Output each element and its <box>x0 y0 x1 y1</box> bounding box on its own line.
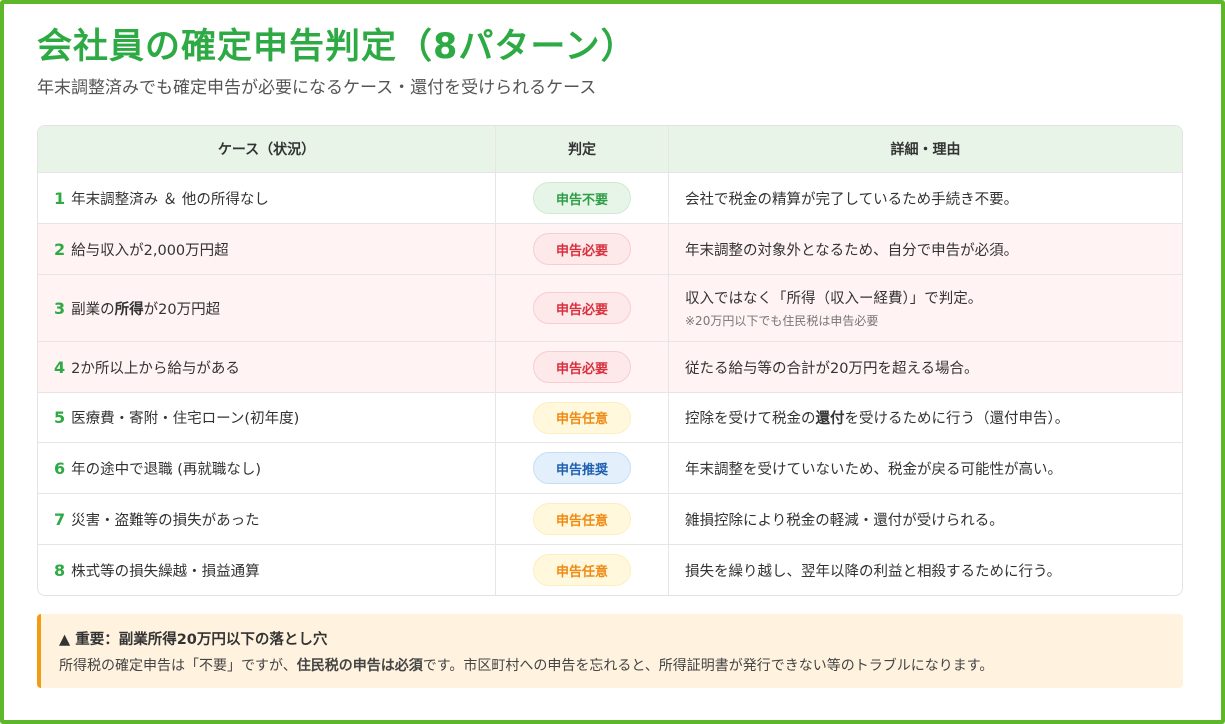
table-row: 5 医療費・寄附・住宅ローン(初年度) 申告任意 控除を受けて税金の還付を受けるた… <box>38 392 1182 442</box>
table-row: 1 年末調整済み ＆ 他の所得なし 申告不要 会社で税金の精算が完了しているため手… <box>38 172 1182 223</box>
detail-text: 収入ではなく「所得（収入ー経費）」で判定。 <box>685 291 983 307</box>
header-judgement: 判定 <box>496 126 669 172</box>
case-cell: 6 年の途中で退職 (再就職なし) <box>38 443 496 493</box>
page-subtitle: 年末調整済みでも確定申告が必要になるケース・還付を受けられるケース <box>37 78 597 98</box>
detail-cell: 雑損控除により税金の軽減・還付が受けられる。 <box>669 494 1182 544</box>
judgement-cell: 申告必要 <box>496 224 669 274</box>
warning-triangle-icon: ▲ <box>59 632 71 648</box>
header-detail: 詳細・理由 <box>890 142 961 158</box>
detail-text: 年末調整を受けていないため、税金が戻る可能性が高い。 <box>685 461 1062 478</box>
judgement-cell: 申告必要 <box>496 275 669 341</box>
case-cell: 4 2か所以上から給与がある <box>38 342 496 392</box>
warning-text: 所得税の確定申告は「不要」ですが、住民税の申告は必須です。市区町村への申告を忘れ… <box>59 658 994 674</box>
case-number: 5 <box>54 408 66 427</box>
judgement-cell: 申告任意 <box>496 545 669 595</box>
warning-title: ▲ 重要：副業所得20万円以下の落とし穴 <box>59 632 328 648</box>
status-badge: 申告不要 <box>533 182 631 214</box>
case-cell: 2 給与収入が2,000万円超 <box>38 224 496 274</box>
status-badge: 申告推奨 <box>533 452 631 484</box>
detail-cell: 会社で税金の精算が完了しているため手続き不要。 <box>669 173 1182 223</box>
status-badge: 申告任意 <box>533 503 631 535</box>
table-header: ケース（状況） 判定 詳細・理由 <box>38 126 1182 172</box>
status-badge: 申告任意 <box>533 401 631 434</box>
judgement-cell: 申告必要 <box>496 342 669 392</box>
case-number: 3 <box>54 298 66 318</box>
detail-cell: 年末調整の対象外となるため、自分で申告が必須。 <box>669 224 1182 274</box>
detail-text: 年末調整の対象外となるため、自分で申告が必須。 <box>685 242 1019 259</box>
table-row: 2 給与収入が2,000万円超 申告必要 年末調整の対象外となるため、自分で申告が… <box>38 223 1182 274</box>
case-cell: 8 株式等の損失繰越・損益通算 <box>38 545 496 595</box>
detail-cell: 従たる給与等の合計が20万円を超える場合。 <box>669 342 1182 392</box>
case-number: 2 <box>54 239 66 259</box>
case-cell: 1 年末調整済み ＆ 他の所得なし <box>38 173 496 223</box>
detail-text: 会社で税金の精算が完了しているため手続き不要。 <box>685 191 1019 208</box>
case-number: 6 <box>54 458 66 478</box>
status-badge: 申告必要 <box>533 292 631 324</box>
detail-cell: 損失を繰り越し、翌年以降の利益と相殺するために行う。 <box>669 545 1182 595</box>
table-row: 7 災害・盗難等の損失があった 申告任意 雑損控除により税金の軽減・還付が受けられ… <box>38 493 1182 544</box>
case-number: 7 <box>54 509 66 529</box>
status-badge: 申告必要 <box>533 233 631 265</box>
judgement-cell: 申告推奨 <box>496 443 669 493</box>
case-cell: 7 災害・盗難等の損失があった <box>38 494 496 544</box>
case-cell: 3 副業の 所得 が20万円超 <box>38 275 496 341</box>
warning-box: ▲ 重要：副業所得20万円以下の落とし穴 所得税の確定申告は「不要」ですが、住民… <box>37 614 1183 688</box>
judgement-cell: 申告任意 <box>496 494 669 544</box>
judgement-cell: 申告不要 <box>496 173 669 223</box>
case-number: 8 <box>54 560 66 580</box>
detail-text: 雑損控除により税金の軽減・還付が受けられる。 <box>685 512 1004 529</box>
detail-cell: 控除を受けて税金の還付を受けるために行う（還付申告）。 <box>669 393 1182 442</box>
detail-cell: 収入ではなく「所得（収入ー経費）」で判定。 ※20万円以下でも住民税は申告必要 <box>669 275 1182 341</box>
case-number: 1 <box>54 188 66 208</box>
page-title: 会社員の確定申告判定（8パターン） <box>37 27 637 67</box>
detail-text: 控除を受けて税金の還付を受けるために行う（還付申告）。 <box>685 411 1070 427</box>
status-badge: 申告必要 <box>533 351 631 383</box>
detail-note: ※20万円以下でも住民税は申告必要 <box>685 314 879 328</box>
status-badge: 申告任意 <box>533 554 631 586</box>
judgement-table: ケース（状況） 判定 詳細・理由 1 年末調整済み ＆ 他の所得なし 申告不要 会… <box>37 125 1183 596</box>
detail-cell: 年末調整を受けていないため、税金が戻る可能性が高い。 <box>669 443 1182 493</box>
header-case: ケース（状況） <box>38 126 496 172</box>
case-number: 4 <box>54 357 66 377</box>
case-cell: 5 医療費・寄附・住宅ローン(初年度) <box>38 393 496 442</box>
detail-text: 従たる給与等の合計が20万円を超える場合。 <box>685 360 979 377</box>
judgement-cell: 申告任意 <box>496 393 669 442</box>
table-row: 4 2か所以上から給与がある 申告必要 従たる給与等の合計が20万円を超える場合。 <box>38 341 1182 392</box>
table-row: 8 株式等の損失繰越・損益通算 申告任意 損失を繰り越し、翌年以降の利益と相殺する… <box>38 544 1182 595</box>
table-row: 3 副業の 所得 が20万円超 申告必要 収入ではなく「所得（収入ー経費）」で判定。 ※… <box>38 274 1182 341</box>
table-row: 6 年の途中で退職 (再就職なし) 申告推奨 年末調整を受けていないため、税金が戻… <box>38 442 1182 493</box>
detail-text: 損失を繰り越し、翌年以降の利益と相殺するために行う。 <box>685 563 1062 580</box>
